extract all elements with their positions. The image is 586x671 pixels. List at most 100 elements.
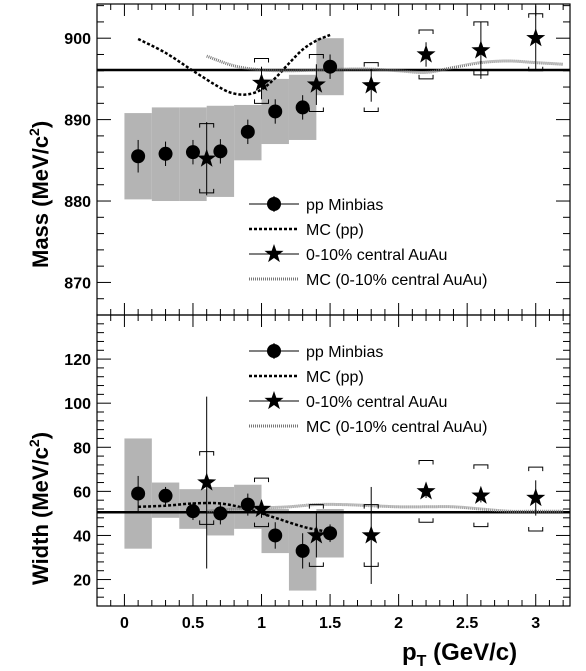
mass-auau-point (197, 148, 217, 167)
width-y-tick-label: 20 (73, 573, 91, 590)
width-pp-point (158, 488, 173, 503)
width-pp-point (323, 526, 338, 541)
width-pp-point (268, 528, 283, 543)
width-auau-sys-bracket-top (308, 504, 324, 509)
y-axis-label-width-sup: 2 (26, 439, 42, 447)
y-axis-label-width-main: Width (MeV/c (28, 447, 53, 585)
mass-pp-point (240, 124, 255, 139)
width-auau-sys-bracket (308, 504, 324, 567)
mass-pp-point (268, 104, 283, 119)
mass-auau-sys-bracket-bottom (308, 107, 324, 112)
y-axis-label-mass: Mass (MeV/c2) (26, 121, 53, 268)
axes: 870 880 890 900 20 40 60 80 100 120 0 0.5 1 1.5 2 2.5 3 (64, 3, 571, 632)
x-tick-label: 1 (257, 615, 266, 632)
width-auau-sys-bracket-top (254, 477, 270, 483)
mass-pp-point (213, 144, 228, 159)
mass-auau-sys-bracket-bottom (418, 74, 434, 80)
x-axis-label-unit: (GeV/c) (426, 639, 517, 666)
mass-auau-sys-bracket (363, 62, 379, 112)
mass-auau-sys-bracket-bottom (254, 99, 270, 104)
x-axis-label-main: p (402, 639, 417, 666)
width-auau-sys-bracket-bottom (418, 518, 434, 523)
width-auau-point (252, 499, 272, 518)
mass-auau-sys-bracket (418, 29, 434, 80)
y-axis-label-width-end: ) (28, 432, 53, 439)
width-pp-point (131, 486, 146, 501)
width-auau-sys-bracket (254, 477, 270, 528)
width-auau-point (471, 485, 491, 504)
x-tick-label: 2.5 (456, 615, 478, 632)
mass-auau-point (252, 72, 272, 92)
width-auau-sys-bracket-top (528, 466, 544, 472)
width-auau-point (526, 487, 546, 507)
width-y-tick-label: 40 (73, 528, 91, 545)
width-y-tick-label: 100 (64, 396, 91, 413)
mass-pp-point (295, 100, 310, 115)
mass-legend-entry: pp Minbias (249, 196, 383, 214)
mass-pp-point (131, 149, 146, 164)
width-legend-marker-star (264, 391, 284, 410)
mass-mc-auau-curve (206, 54, 564, 74)
width-pp-point (213, 506, 228, 521)
mass-auau-point (471, 40, 491, 59)
mass-auau-point (306, 74, 326, 93)
x-axis-label-subscript: T (417, 653, 427, 670)
mass-legend-entry: MC (0-10% central AuAu) (249, 272, 487, 289)
y-axis-label-width: Width (MeV/c2) (26, 432, 53, 585)
width-pp-point (240, 497, 255, 512)
mass-auau-sys-bracket-bottom (363, 107, 379, 112)
mass-legend-entry: MC (pp) (249, 222, 364, 239)
mass-y-tick-label: 890 (64, 113, 91, 130)
mass-auau-point (526, 28, 546, 47)
width-legend-entry: MC (0-10% central AuAu) (249, 419, 487, 436)
x-tick-label: 3 (531, 615, 540, 632)
width-y-tick-label: 60 (73, 484, 91, 501)
width-y-tick-label: 80 (73, 440, 91, 457)
width-legend-entry: pp Minbias (249, 343, 383, 361)
mass-legend-label: MC (pp) (306, 222, 364, 239)
width-mc-auau-curve (206, 502, 564, 513)
y-axis-label-mass-main: Mass (MeV/c (28, 136, 53, 268)
mass-mc-pp-curve (137, 33, 331, 96)
width-auau-sys-bracket-bottom (473, 522, 489, 528)
mass-y-tick-label: 870 (64, 275, 91, 292)
mass-legend-entry: 0-10% central AuAu (249, 244, 447, 264)
width-legend-entry: 0-10% central AuAu (249, 391, 447, 411)
mass-legend-label: MC (0-10% central AuAu) (306, 272, 487, 289)
width-auau-sys-bracket-top (473, 464, 489, 469)
mass-auau-sys-bracket-top (254, 58, 270, 63)
legends: pp Minbias MC (pp) 0-10% central AuAu MC (0… (249, 196, 487, 436)
mass-legend-label: pp Minbias (306, 197, 383, 214)
mass-auau-point (416, 44, 436, 63)
x-tick-label: 1.5 (319, 615, 341, 632)
y-axis-label-mass-sup: 2 (26, 128, 42, 136)
x-tick-label: 0.5 (182, 615, 204, 632)
width-auau-sys-bracket (528, 466, 544, 532)
width-auau-point (306, 525, 326, 544)
width-auau-sys-bracket-bottom (254, 522, 270, 528)
mass-auau-sys-bracket (254, 58, 270, 104)
mass-legend-marker-star (264, 244, 284, 263)
mass-auau-sys-bracket-top (418, 29, 434, 35)
width-legend-entry: MC (pp) (249, 369, 364, 386)
mass-auau-sys-bracket-top (308, 53, 324, 59)
mass-legend-label: 0-10% central AuAu (306, 247, 447, 264)
width-plot-frame (96, 314, 571, 607)
width-auau-sys-bracket (418, 460, 434, 523)
width-auau-point (197, 472, 217, 491)
width-auau-sys-bracket-bottom (308, 562, 324, 567)
x-tick-label: 0 (120, 615, 129, 632)
mass-y-tick-label: 900 (64, 31, 91, 48)
mass-pp-point (158, 146, 173, 161)
mass-legend-marker-circle (267, 197, 281, 211)
width-legend-label: pp Minbias (306, 344, 383, 361)
width-auau-sys-bracket-top (418, 460, 434, 465)
width-mc-pp-curve (138, 501, 324, 533)
mass-auau-sys-bracket (308, 53, 324, 112)
width-auau-point (416, 481, 436, 500)
width-auau-sys-bracket (473, 464, 489, 528)
mass-auau-sys-bracket-bottom (528, 66, 544, 72)
data-points (131, 5, 546, 584)
y-axis-label-mass-end: ) (28, 121, 53, 128)
